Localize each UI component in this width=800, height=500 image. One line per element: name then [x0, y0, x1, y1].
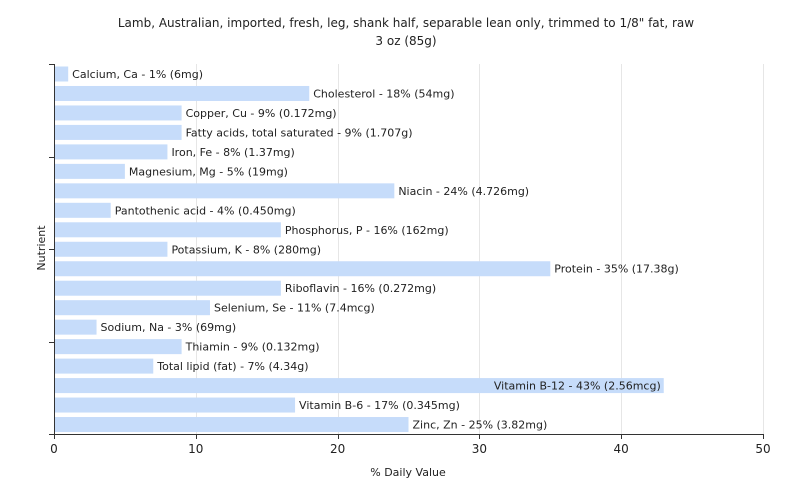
bar-label: Copper, Cu - 9% (0.172mg)	[186, 107, 337, 120]
x-tick-label: 40	[614, 442, 629, 456]
bar	[55, 183, 395, 199]
bar-label: Thiamin - 9% (0.132mg)	[185, 341, 320, 354]
bar	[55, 397, 296, 413]
x-tick-label: 20	[330, 442, 345, 456]
bar-label: Fatty acids, total saturated - 9% (1.707…	[186, 126, 413, 139]
bar	[55, 222, 281, 238]
bar-label: Iron, Fe - 8% (1.37mg)	[171, 146, 294, 159]
x-tick-label: 0	[50, 442, 58, 456]
bar-label: Niacin - 24% (4.726mg)	[398, 185, 529, 198]
bar	[55, 417, 409, 433]
bar	[55, 339, 182, 355]
bar	[55, 319, 97, 335]
x-tick-label: 10	[188, 442, 203, 456]
x-tick-label: 30	[472, 442, 487, 456]
bar	[55, 241, 168, 257]
chart-title: Lamb, Australian, imported, fresh, leg, …	[118, 16, 694, 30]
bar-label: Calcium, Ca - 1% (6mg)	[72, 68, 203, 81]
bar	[55, 144, 168, 160]
axes: 0 10 20 30 40 50	[49, 64, 771, 456]
bar-label: Vitamin B-12 - 43% (2.56mcg)	[494, 380, 661, 393]
bar-label: Cholesterol - 18% (54mg)	[313, 87, 454, 100]
bar	[55, 202, 111, 218]
bar	[55, 300, 210, 316]
bar	[55, 163, 125, 179]
bar-label: Phosphorus, P - 16% (162mg)	[285, 224, 449, 237]
bar	[55, 378, 664, 394]
chart-subtitle: 3 oz (85g)	[375, 34, 436, 48]
bar-label: Total lipid (fat) - 7% (4.34g)	[156, 360, 308, 373]
bar	[55, 124, 182, 140]
x-tick-label: 50	[755, 442, 770, 456]
bar-label: Sodium, Na - 3% (69mg)	[101, 321, 237, 334]
gridlines	[196, 64, 764, 434]
bar	[55, 280, 281, 296]
bar-label: Vitamin B-6 - 17% (0.345mg)	[299, 399, 460, 412]
x-axis-label: % Daily Value	[370, 466, 446, 479]
bar	[55, 85, 310, 101]
bar-label: Potassium, K - 8% (280mg)	[171, 243, 321, 256]
bar-label: Riboflavin - 16% (0.272mg)	[285, 282, 436, 295]
bar-label: Zinc, Zn - 25% (3.82mg)	[413, 419, 548, 432]
bar	[55, 66, 69, 82]
bar	[55, 261, 551, 277]
bar-label: Selenium, Se - 11% (7.4mcg)	[214, 302, 375, 315]
bars: Calcium, Ca - 1% (6mg) Cholesterol - 18% …	[55, 66, 679, 433]
y-axis-label: Nutrient	[35, 225, 48, 271]
bar-label: Pantothenic acid - 4% (0.450mg)	[115, 204, 296, 217]
bar	[55, 105, 182, 121]
bar-label: Protein - 35% (17.38g)	[554, 263, 679, 276]
bar-label: Magnesium, Mg - 5% (19mg)	[129, 165, 288, 178]
bar	[55, 358, 154, 374]
